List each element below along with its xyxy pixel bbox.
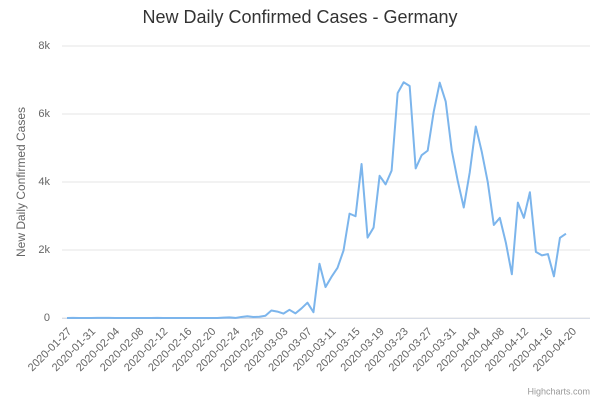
data-line	[66, 81, 567, 319]
y-tick-label: 4k	[38, 176, 50, 188]
y-tick-label: 6k	[38, 108, 50, 120]
credits: Highcharts.com	[527, 386, 590, 396]
y-axis-title: New Daily Confirmed Cases	[14, 107, 28, 257]
y-tick-label: 8k	[38, 40, 50, 52]
y-tick-label: 2k	[38, 244, 50, 256]
y-tick-label: 0	[44, 312, 50, 324]
chart-title: New Daily Confirmed Cases - Germany	[142, 7, 457, 27]
